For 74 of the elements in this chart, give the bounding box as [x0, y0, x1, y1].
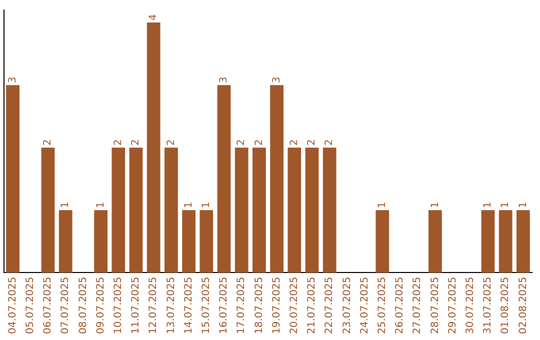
x-tick-label: 07.07.2025 — [60, 276, 72, 334]
x-tick-label: 23.07.2025 — [342, 276, 353, 334]
bar — [41, 148, 55, 273]
data-label: 1 — [482, 202, 494, 208]
bar — [322, 148, 336, 273]
x-tick-label: 29.07.2025 — [447, 276, 458, 334]
data-label: 3 — [271, 76, 282, 84]
x-tick-label: 17.07.2025 — [236, 276, 248, 334]
data-label: 3 — [7, 76, 18, 84]
bar — [305, 148, 319, 273]
bar — [516, 210, 530, 273]
data-label: 1 — [376, 202, 388, 208]
x-tick-label: 28.07.2025 — [430, 276, 441, 334]
data-label: 2 — [288, 139, 300, 146]
bar — [112, 148, 126, 273]
x-tick-label: 10.07.2025 — [112, 276, 124, 334]
data-label: 3 — [218, 76, 230, 84]
bar — [6, 85, 20, 273]
data-label: 1 — [200, 202, 212, 208]
bar — [498, 210, 512, 273]
x-tick-label: 04.07.2025 — [7, 276, 18, 334]
x-tick-label: 16.07.2025 — [218, 276, 230, 334]
x-tick-label: 26.07.2025 — [394, 276, 406, 334]
bar — [146, 22, 160, 273]
data-label: 1 — [500, 202, 512, 208]
data-label: 2 — [112, 139, 124, 146]
data-label: 1 — [430, 202, 441, 208]
data-label: 1 — [183, 202, 194, 208]
bar — [252, 148, 266, 273]
bar — [288, 148, 302, 273]
data-label: 2 — [306, 139, 318, 146]
x-tick-label: 09.07.2025 — [95, 276, 106, 334]
bar — [58, 210, 72, 273]
x-tick-label: 12.07.2025 — [148, 276, 160, 334]
bar — [217, 85, 231, 273]
x-tick-label: 15.07.2025 — [200, 276, 212, 334]
x-tick-label: 21.07.2025 — [306, 276, 318, 334]
bar — [234, 148, 248, 273]
data-label: 2 — [166, 139, 177, 146]
data-label: 2 — [236, 139, 248, 146]
x-tick-label: 06.07.2025 — [42, 276, 54, 334]
x-tick-label: 02.08.2025 — [518, 276, 529, 334]
bar — [164, 148, 178, 273]
bar — [428, 210, 442, 273]
data-label: 2 — [324, 139, 336, 146]
bar — [270, 85, 284, 273]
bar — [376, 210, 390, 273]
x-tick-label: 14.07.2025 — [183, 276, 194, 334]
x-tick-label: 05.07.2025 — [24, 276, 36, 334]
data-label: 2 — [42, 139, 54, 146]
x-tick-label: 31.07.2025 — [482, 276, 494, 334]
bar — [200, 210, 214, 273]
x-tick-label: 24.07.2025 — [359, 276, 370, 334]
data-label: 1 — [518, 202, 529, 208]
bar — [94, 210, 108, 273]
x-tick-label: 27.07.2025 — [412, 276, 424, 334]
x-tick-label: 01.08.2025 — [500, 276, 512, 334]
x-tick-label: 13.07.2025 — [166, 276, 177, 334]
x-tick-label: 22.07.2025 — [324, 276, 336, 334]
x-tick-label: 25.07.2025 — [376, 276, 388, 334]
x-tick-label: 18.07.2025 — [254, 276, 265, 334]
x-tick-label: 08.07.2025 — [78, 276, 89, 334]
x-tick-label: 20.07.2025 — [288, 276, 300, 334]
bar — [481, 210, 495, 273]
x-tick-label: 30.07.2025 — [464, 276, 476, 334]
bar — [129, 148, 143, 273]
data-label: 1 — [95, 202, 106, 208]
data-label: 4 — [148, 14, 160, 21]
data-label: 1 — [60, 202, 72, 208]
data-label: 2 — [130, 139, 142, 146]
x-tick-label: 11.07.2025 — [130, 276, 142, 334]
data-label: 2 — [254, 139, 265, 146]
bar — [182, 210, 196, 273]
x-tick-label: 19.07.2025 — [271, 276, 282, 334]
